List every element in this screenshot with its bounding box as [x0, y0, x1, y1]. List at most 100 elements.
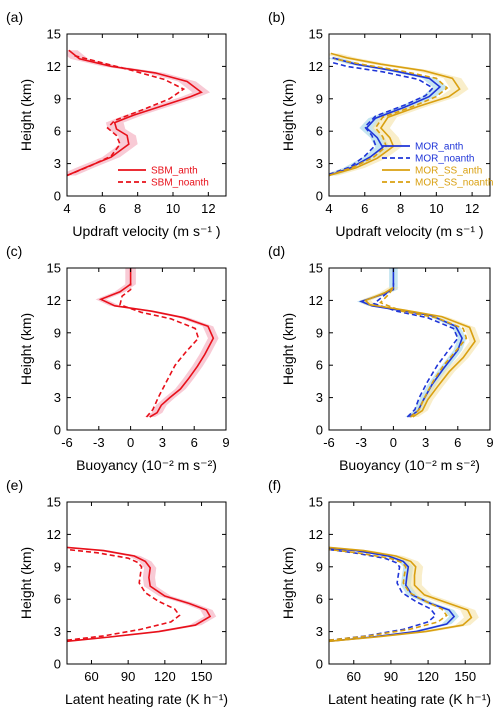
x-tick-label: 3	[159, 435, 166, 450]
x-tick-label: 150	[454, 669, 476, 684]
x-axis-label: Buoyancy (10⁻² m s⁻²)	[339, 457, 480, 473]
y-axis-label: Height (km)	[18, 313, 34, 385]
series-line-sbm-anth	[67, 49, 203, 177]
y-axis-label: Height (km)	[18, 547, 34, 619]
plot-area	[95, 268, 219, 418]
y-axis-label: Height (km)	[280, 547, 296, 619]
y-tick-label: 3	[316, 624, 323, 639]
y-axis-label: Height (km)	[280, 79, 296, 151]
series-line-mor-noanth	[329, 548, 437, 641]
x-tick-label: 6	[191, 435, 198, 450]
panel-label: (a)	[6, 9, 23, 25]
x-axis-name: Latent heating rate	[65, 691, 186, 707]
y-tick-label: 3	[54, 624, 61, 639]
x-tick-label: -3	[93, 435, 105, 450]
x-tick-label: 90	[121, 669, 135, 684]
series-line-mor-noanth	[329, 61, 435, 176]
x-tick-label: 9	[222, 435, 229, 450]
x-tick-label: 120	[154, 669, 176, 684]
uncertainty-band	[329, 548, 460, 642]
series-line-mor-anth	[329, 57, 442, 177]
x-tick-label: 120	[417, 669, 439, 684]
y-tick-label: 9	[54, 325, 61, 340]
x-tick-label: 12	[201, 201, 215, 216]
x-axis-name: Buoyancy	[339, 457, 404, 473]
series-line-sbm-anth	[67, 546, 212, 643]
x-tick-label: 3	[422, 435, 429, 450]
y-tick-label: 15	[309, 495, 323, 510]
x-axis-label: Updraft velocity (m s⁻¹ )	[335, 223, 483, 239]
legend-label: MOR_SS_anth	[415, 166, 482, 177]
x-axis-unit: (10⁻² m s⁻²)	[404, 457, 479, 473]
plot-area	[67, 546, 217, 643]
y-tick-label: 12	[47, 59, 61, 74]
y-tick-label: 9	[54, 559, 61, 574]
series-line-sbm-anth	[98, 268, 215, 418]
y-tick-label: 0	[316, 657, 323, 672]
x-axis-label: Latent heating rate (K h⁻¹)	[65, 691, 228, 707]
panel-label: (b)	[268, 9, 285, 25]
legend-label: SBM_noanth	[151, 178, 209, 189]
y-tick-label: 3	[316, 390, 323, 405]
legend-label: SBM_anth	[151, 166, 198, 177]
axes-frame	[328, 267, 491, 431]
x-axis-name: Buoyancy	[76, 457, 141, 473]
y-tick-label: 12	[309, 293, 323, 308]
panel-label: (e)	[6, 477, 23, 493]
y-tick-label: 0	[54, 423, 61, 438]
legend-label: MOR_noanth	[415, 154, 474, 165]
x-tick-label: -6	[323, 435, 335, 450]
uncertainty-band	[67, 547, 217, 642]
uncertainty-band	[95, 268, 219, 418]
y-tick-label: 3	[54, 390, 61, 405]
panel-label: (f)	[268, 477, 281, 493]
x-tick-label: 60	[347, 669, 361, 684]
y-tick-label: 0	[54, 189, 61, 204]
y-tick-label: 15	[309, 261, 323, 276]
series-line-sbm-noanth	[119, 283, 200, 418]
series-line-mor-ss-noanth	[379, 286, 468, 418]
plot-area	[329, 546, 479, 643]
y-tick-label: 9	[54, 91, 61, 106]
x-tick-label: 4	[63, 201, 70, 216]
axes-frame	[66, 501, 227, 665]
y-tick-label: 0	[316, 189, 323, 204]
series-line-mor-anth	[358, 268, 463, 418]
x-tick-label: 8	[397, 201, 404, 216]
axes-frame	[66, 267, 227, 431]
y-tick-label: 12	[47, 293, 61, 308]
panel-label: (c)	[6, 243, 22, 259]
uncertainty-band	[356, 268, 467, 418]
x-tick-label: 8	[134, 201, 141, 216]
x-tick-label: 6	[361, 201, 368, 216]
series-line-mor-ss-anth	[329, 52, 461, 177]
y-tick-label: 15	[47, 261, 61, 276]
x-axis-unit: (m s⁻¹ )	[436, 223, 484, 239]
chart-panel: 0 3 6 9 12 15 60 90 120 150 (f) Height (km) Latent h…	[268, 477, 491, 707]
y-tick-label: 9	[316, 325, 323, 340]
series-line-mor-ss-noanth	[329, 548, 448, 641]
y-tick-label: 12	[309, 527, 323, 542]
y-tick-label: 6	[54, 358, 61, 373]
x-tick-label: 12	[465, 201, 479, 216]
x-axis-unit: (K h⁻¹)	[186, 691, 228, 707]
y-tick-label: 15	[47, 27, 61, 42]
x-tick-label: 6	[99, 201, 106, 216]
y-tick-label: 3	[54, 156, 61, 171]
x-tick-label: -3	[355, 435, 367, 450]
chart-panel: 0 3 6 9 12 15 4 6 8 10 12 (b) Height (km) Updraft vel…	[268, 9, 493, 239]
x-tick-label: 90	[384, 669, 398, 684]
x-axis-label: Buoyancy (10⁻² m s⁻²)	[76, 457, 217, 473]
x-axis-name: Updraft velocity	[72, 223, 172, 239]
x-tick-label: 0	[390, 435, 397, 450]
plot-area	[329, 52, 469, 177]
series-line-mor-noanth	[372, 283, 459, 418]
y-tick-label: 6	[54, 124, 61, 139]
plot-area	[67, 49, 211, 177]
x-tick-label: 60	[84, 669, 98, 684]
series-line-mor-ss-anth	[329, 546, 473, 643]
series-line-sbm-noanth	[67, 548, 181, 641]
x-axis-label: Latent heating rate (K h⁻¹)	[328, 691, 491, 707]
